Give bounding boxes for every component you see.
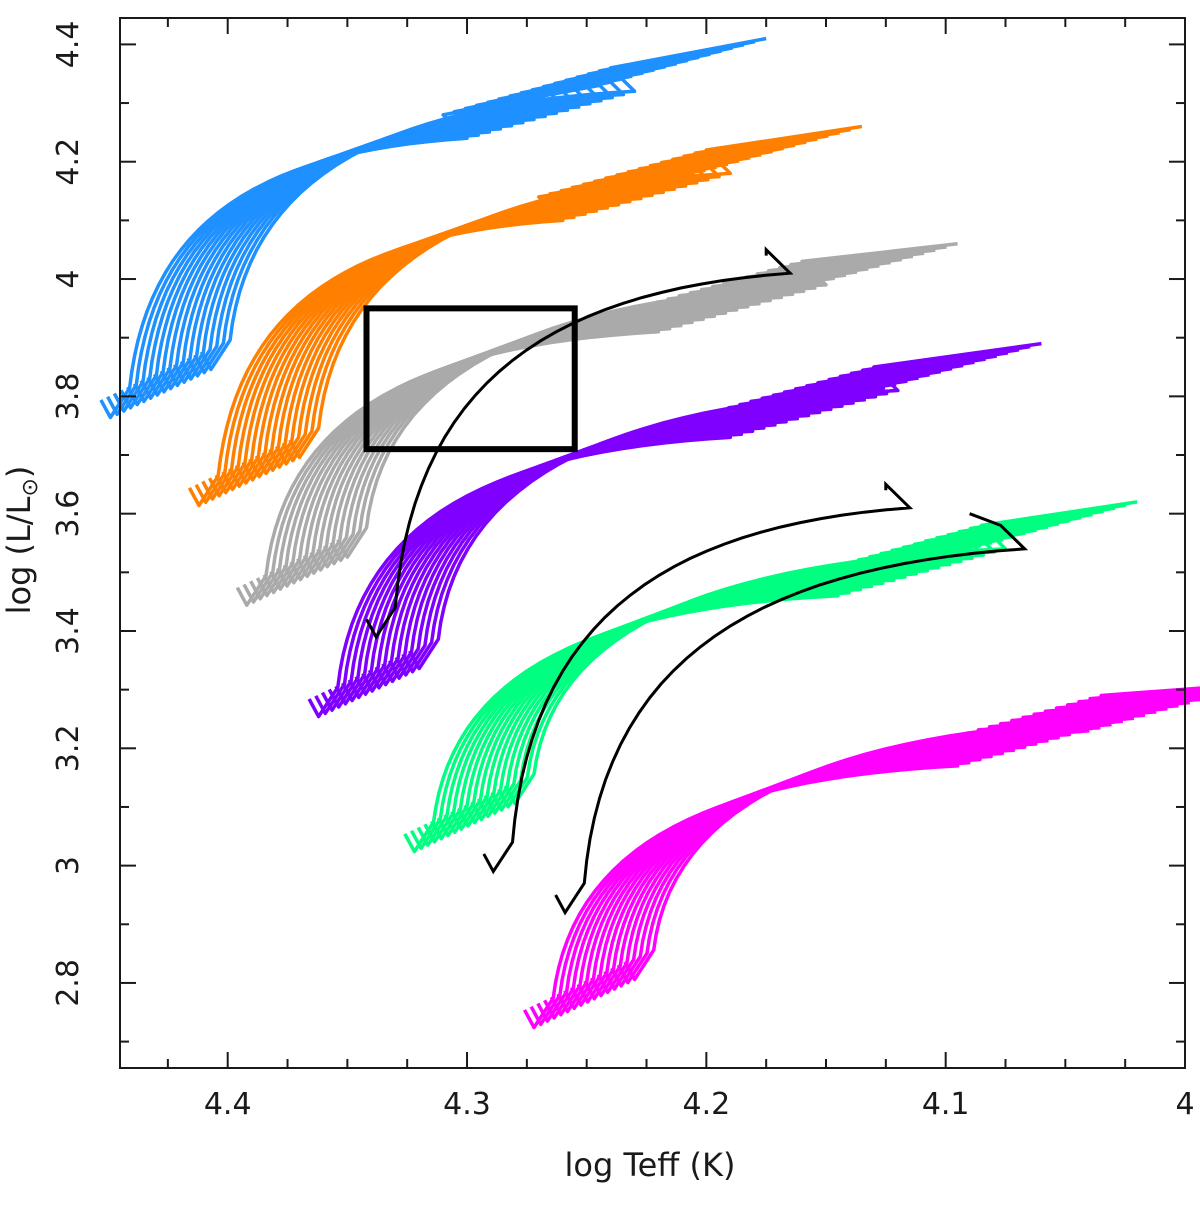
axis-ticks — [120, 18, 1186, 1068]
x-axis-label: log Teff (K) — [565, 1146, 736, 1184]
y-tick-label: 2.8 — [51, 959, 86, 1007]
group-6-track — [610, 690, 1200, 988]
black-track-2 — [482, 480, 914, 875]
group-5-track — [476, 512, 1093, 819]
group-4 — [307, 341, 1042, 719]
y-tick-label: 4 — [51, 269, 86, 288]
group-3-track — [336, 242, 958, 559]
y-tick-label: 4.4 — [51, 21, 86, 69]
x-tick-labels: 4.4 4.3 4.2 4.1 4 — [204, 1087, 1195, 1122]
group-2-track — [288, 124, 863, 460]
y-tick-label: 3.2 — [51, 724, 86, 772]
black-track-1 — [365, 246, 794, 640]
x-tick-label: 4.4 — [204, 1087, 252, 1122]
group-4-track — [361, 363, 964, 693]
group-4-track — [347, 369, 942, 700]
group-2 — [187, 124, 863, 508]
black-track-3 — [554, 512, 1029, 916]
group-6-track — [623, 686, 1200, 982]
y-tick-label: 3 — [51, 856, 86, 875]
y-tick-label: 3.4 — [51, 607, 86, 655]
y-tick-label: 3.6 — [51, 490, 86, 538]
group-4-track — [408, 341, 1042, 671]
highlight-tracks — [365, 246, 1029, 916]
group-3 — [235, 242, 958, 607]
y-tick-labels: 2.8 3 3.2 3.4 3.6 3.8 4 4.2 4.4 — [51, 21, 86, 1007]
group-4-track — [354, 366, 953, 696]
y-axis-label-prefix: log (L/L — [0, 496, 38, 614]
y-tick-label: 4.2 — [51, 138, 86, 186]
group-6-track — [616, 688, 1200, 985]
group-6 — [522, 686, 1200, 1030]
group-5-track — [483, 509, 1104, 815]
group-1 — [99, 36, 767, 420]
y-tick-label: 3.8 — [51, 372, 86, 420]
x-tick-label: 4.3 — [443, 1087, 491, 1122]
x-tick-label: 4.2 — [682, 1087, 730, 1122]
evolutionary-tracks — [99, 36, 1200, 1030]
group-5-track — [463, 518, 1071, 825]
plot-frame — [119, 17, 1186, 1069]
group-5-track — [497, 503, 1127, 809]
group-1-track — [199, 36, 767, 372]
group-5-track — [436, 531, 1026, 838]
group-5-track — [456, 522, 1060, 828]
x-tick-label: 4 — [1175, 1087, 1194, 1122]
y-axis-label-suffix: ) — [0, 466, 38, 478]
sun-symbol: ⊙ — [18, 478, 43, 496]
group-5-track — [490, 506, 1116, 812]
x-tick-label: 4.1 — [922, 1087, 970, 1122]
group-5-track — [503, 500, 1138, 806]
selection-box — [363, 305, 578, 453]
group-5 — [403, 500, 1138, 854]
group-5-track — [443, 528, 1037, 835]
group-5-track — [450, 525, 1049, 831]
y-axis-label: log (L/L⊙) — [0, 466, 43, 615]
